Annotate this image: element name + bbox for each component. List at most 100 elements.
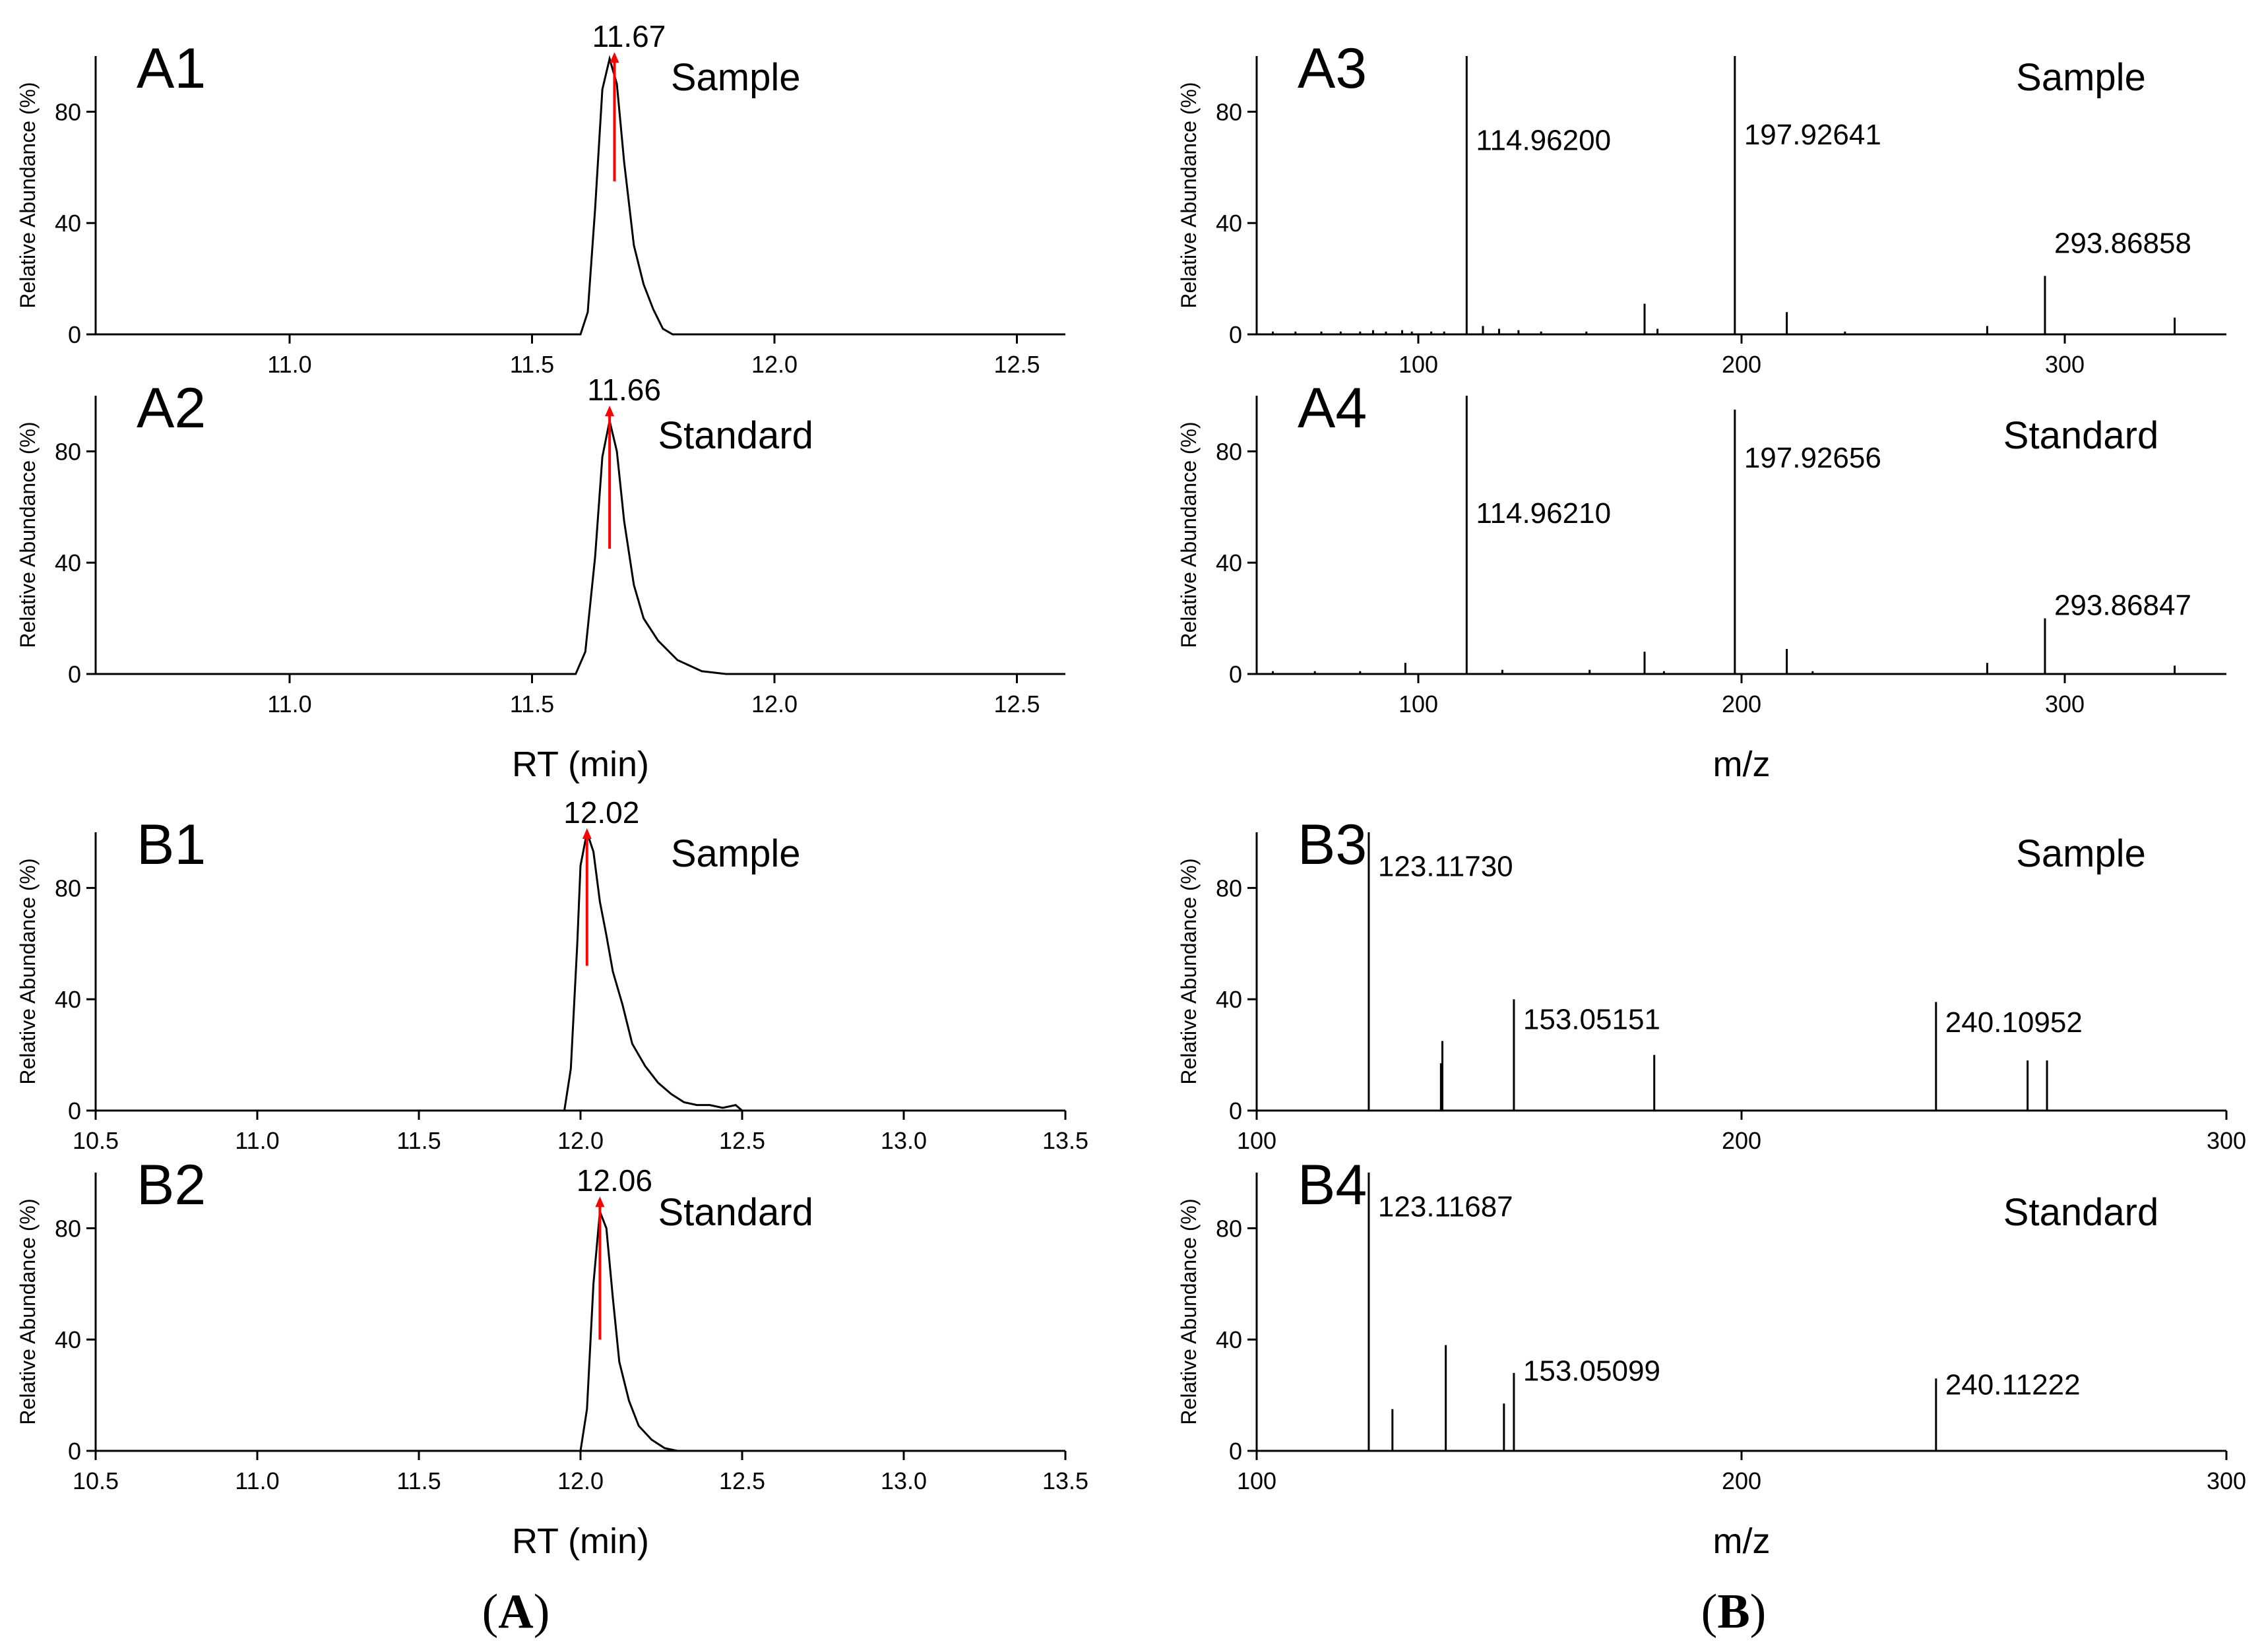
x-tick-label: 200: [1722, 351, 1761, 378]
peak-mz-label: 197.92656: [1744, 442, 1881, 474]
y-tick-label: 0: [1229, 1097, 1242, 1124]
x-tick-label: 10.5: [73, 1467, 119, 1494]
y-tick-label: 80: [1216, 98, 1242, 125]
y-tick-label: 80: [1216, 438, 1242, 465]
y-tick-label: 80: [1216, 874, 1242, 902]
trace-type-label: Sample: [2016, 56, 2146, 99]
x-tick-label: 300: [2045, 690, 2085, 718]
y-tick-label: 80: [55, 98, 81, 125]
y-axis-label: Relative Abundance (%): [1177, 858, 1201, 1084]
y-axis-label: Relative Abundance (%): [1177, 1198, 1201, 1424]
peak-marker-head: [582, 828, 592, 839]
y-axis-label: Relative Abundance (%): [1177, 82, 1201, 308]
caption-left: (A): [482, 1585, 550, 1639]
x-tick-label: 13.0: [881, 1467, 927, 1494]
panel-label: A1: [137, 37, 206, 100]
caption-left-close: ): [534, 1585, 550, 1639]
panel-label: B2: [137, 1153, 206, 1217]
y-tick-label: 40: [1216, 1326, 1242, 1353]
chart-B2: 0 40 80 10.5 11.0 11.5 12.0 12.5 13.0 13.5 Relativ…: [16, 1153, 1088, 1561]
chart-A2: 0 40 80 11.0 11.5 12.0 12.5 Relative Abundance …: [16, 373, 1065, 784]
chromatogram-trace: [96, 828, 1065, 1112]
chromatogram-trace: [96, 1211, 1065, 1452]
x-axis-label: m/z: [1713, 1521, 1771, 1561]
peak-marker-head: [605, 406, 615, 417]
peak-mz-label: 293.86858: [2054, 228, 2191, 260]
panel-label: B1: [137, 813, 206, 876]
x-tick-label: 13.5: [1042, 1467, 1088, 1494]
y-tick-label: 40: [55, 210, 81, 237]
x-tick-label: 300: [2207, 1127, 2246, 1154]
x-tick-label: 11.5: [510, 690, 554, 718]
peak-mz-label: 153.05151: [1523, 1004, 1660, 1036]
x-tick-label: 11.5: [396, 1127, 441, 1154]
chromatogram-trace: [96, 420, 1065, 675]
x-tick-label: 12.5: [993, 690, 1040, 718]
y-axis-label: Relative Abundance (%): [16, 1198, 40, 1424]
x-tick-label: 12.0: [557, 1127, 604, 1154]
y-tick-label: 0: [68, 321, 81, 348]
trace-type-label: Standard: [658, 1191, 813, 1234]
y-tick-label: 40: [1216, 210, 1242, 237]
svg-text:(B): (B): [1701, 1585, 1767, 1639]
x-tick-label: 100: [1399, 690, 1438, 718]
y-tick-label: 0: [1229, 1438, 1242, 1465]
peak-mz-label: 123.11687: [1378, 1191, 1513, 1223]
svg-text:(A): (A): [482, 1585, 550, 1639]
y-axis-label: Relative Abundance (%): [1177, 421, 1201, 648]
trace-type-label: Sample: [2016, 832, 2146, 875]
x-tick-label: 12.5: [719, 1127, 765, 1154]
y-tick-label: 0: [1229, 321, 1242, 348]
x-tick-label: 13.5: [1042, 1127, 1088, 1154]
y-tick-label: 80: [55, 874, 81, 902]
y-tick-label: 40: [1216, 986, 1242, 1013]
caption-right: (B): [1701, 1585, 1767, 1639]
y-axis-label: Relative Abundance (%): [16, 858, 40, 1084]
peak-mz-label: 114.96200: [1476, 125, 1611, 157]
chromatogram-trace: [96, 55, 1065, 336]
panel-label: A3: [1298, 37, 1367, 100]
peak-marker-head: [595, 1196, 605, 1208]
y-tick-label: 80: [1216, 1215, 1242, 1242]
caption-right-open: (: [1701, 1585, 1718, 1639]
chart-B4: 0 40 80 100 200 300 Relative Abundance (%) m/z B…: [1177, 1153, 2246, 1561]
chart-A1: 0 40 80 11.0 11.5 12.0 12.5 Relative Abundance …: [16, 19, 1065, 378]
y-tick-label: 80: [55, 438, 81, 465]
y-tick-label: 80: [55, 1215, 81, 1242]
panel-label: A4: [1298, 377, 1367, 440]
peak-mz-label: 240.11222: [1945, 1369, 2081, 1401]
x-tick-label: 300: [2207, 1467, 2246, 1494]
chart-A3: 0 40 80 100 200 300 Relative Abundance (%) A3 Sa…: [1177, 37, 2226, 378]
panel-label: B3: [1298, 813, 1367, 876]
x-tick-label: 12.5: [993, 351, 1040, 378]
caption-left-letter: A: [498, 1585, 533, 1639]
trace-type-label: Standard: [658, 414, 813, 457]
y-tick-label: 0: [68, 661, 81, 688]
x-tick-label: 10.5: [73, 1127, 119, 1154]
y-tick-label: 40: [55, 986, 81, 1013]
x-tick-label: 11.0: [235, 1127, 279, 1154]
x-tick-label: 12.0: [557, 1467, 604, 1494]
x-tick-label: 12.0: [751, 690, 798, 718]
peak-mz-label: 153.05099: [1523, 1355, 1660, 1388]
x-axis-label: RT (min): [512, 1521, 649, 1561]
x-axis-label: m/z: [1713, 745, 1771, 784]
peak-mz-label: 197.92641: [1744, 119, 1881, 151]
peak-rt-label: 12.02: [563, 795, 639, 830]
peak-mz-label: 114.96210: [1476, 497, 1611, 530]
y-tick-label: 0: [68, 1438, 81, 1465]
caption-left-open: (: [482, 1585, 499, 1639]
x-tick-label: 100: [1237, 1467, 1276, 1494]
chart-B1: 0 40 80 10.5 11.0 11.5 12.0 12.5 13.0 13.5 Relativ…: [16, 795, 1088, 1154]
y-axis-label: Relative Abundance (%): [16, 421, 40, 648]
x-tick-label: 11.5: [396, 1467, 441, 1494]
peak-rt-label: 11.66: [587, 373, 661, 407]
y-axis-label: Relative Abundance (%): [16, 82, 40, 308]
peak-rt-label: 12.06: [577, 1163, 652, 1198]
panel-label: B4: [1298, 1153, 1367, 1217]
y-tick-label: 40: [55, 549, 81, 576]
x-tick-label: 100: [1237, 1127, 1276, 1154]
y-tick-label: 0: [68, 1097, 81, 1124]
x-tick-label: 11.0: [235, 1467, 279, 1494]
